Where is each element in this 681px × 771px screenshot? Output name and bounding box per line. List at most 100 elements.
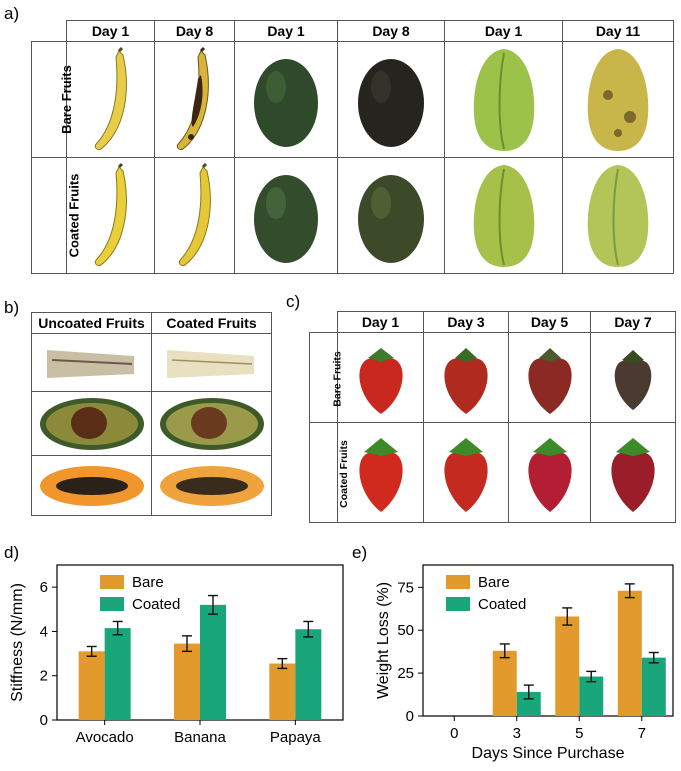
row-label: Bare Fruits xyxy=(331,350,344,407)
legend-swatch xyxy=(446,575,470,589)
row-label-cell: Bare Fruits xyxy=(31,41,74,158)
avocado-cut-coated xyxy=(151,391,272,456)
row-label-cell: Bare Fruits xyxy=(309,332,344,423)
legend-label: Bare xyxy=(132,574,164,591)
bar-coated xyxy=(295,629,322,720)
x-tick-label: 5 xyxy=(575,725,583,742)
error-bar xyxy=(208,594,218,615)
y-tick-label: 0 xyxy=(406,708,414,725)
y-tick-label: 50 xyxy=(397,622,414,639)
bar-coated xyxy=(104,628,131,720)
x-axis-label: Days Since Purchase xyxy=(472,745,625,762)
strawberry-coated-day7 xyxy=(590,422,676,523)
papaya-bare-day11 xyxy=(562,41,674,158)
col-header: Day 8 xyxy=(337,20,445,42)
strawberry-bare-day1 xyxy=(337,332,424,423)
bar-bare xyxy=(78,651,105,720)
banana-cut-coated xyxy=(151,333,272,392)
legend-label: Coated xyxy=(478,596,526,613)
stiffness-chart: 0 2 4 6 Stiffness (N/mm) Avocado Banana Papaya B… xyxy=(9,564,344,746)
error-bar xyxy=(523,684,534,700)
y-tick-label: 4 xyxy=(40,623,48,640)
error-bar xyxy=(303,620,314,638)
banana-bare-day8 xyxy=(154,41,235,158)
legend-swatch xyxy=(446,597,470,611)
bar-bare xyxy=(174,643,200,720)
y-tick-label: 75 xyxy=(397,579,414,596)
y-tick-label: 0 xyxy=(40,712,48,729)
bar-coated xyxy=(641,657,666,716)
strawberry-bare-day3 xyxy=(423,332,509,423)
strawberry-coated-day5 xyxy=(508,422,591,523)
y-axis-label: Weight Loss (%) xyxy=(375,582,392,699)
x-tick-label: Banana xyxy=(174,729,226,746)
error-bar xyxy=(624,583,635,599)
error-bar xyxy=(277,657,288,670)
row-label: Coated Fruits xyxy=(66,173,82,257)
bar-coated xyxy=(200,604,226,720)
avocado-bare-day1 xyxy=(234,41,338,158)
col-header: Day 8 xyxy=(154,20,235,42)
error-bar xyxy=(499,643,510,659)
col-header: Day 5 xyxy=(508,311,591,333)
x-tick-label: Avocado xyxy=(76,729,134,746)
papaya-cut-uncoated xyxy=(31,455,152,516)
error-bar xyxy=(86,645,97,657)
strawberry-bare-day7 xyxy=(590,332,676,423)
col-header: Day 7 xyxy=(590,311,676,333)
row-label-cell: Coated Fruits xyxy=(31,157,81,274)
col-header: Day 3 xyxy=(423,311,509,333)
legend-swatch xyxy=(100,575,124,589)
y-tick-label: 6 xyxy=(40,579,48,596)
panel-a-label: a) xyxy=(4,4,20,23)
x-tick-label: Papaya xyxy=(270,729,322,746)
y-axis-label: Stiffness (N/mm) xyxy=(9,583,26,702)
error-bar xyxy=(112,620,123,636)
y-tick-label: 2 xyxy=(40,668,48,685)
row-label: Coated Fruits xyxy=(337,439,350,508)
col-header: Uncoated Fruits xyxy=(31,312,152,334)
error-bar xyxy=(182,635,192,653)
bar-bare xyxy=(269,663,296,720)
panel-b-label: b) xyxy=(4,298,20,317)
papaya-coated-day11 xyxy=(562,157,674,274)
legend-label: Bare xyxy=(478,574,510,591)
plot-frame xyxy=(422,564,674,717)
banana-cut-uncoated xyxy=(31,333,152,392)
x-tick-label: 0 xyxy=(450,725,458,742)
corner-cell xyxy=(310,312,338,333)
avocado-bare-day8 xyxy=(337,41,445,158)
avocado-coated-day1 xyxy=(234,157,338,274)
panel-c-grid: Day 1 Day 3 Day 5 Day 7 Bare Fruits Coat… xyxy=(309,311,676,523)
error-bar xyxy=(562,607,573,626)
avocado-coated-day8 xyxy=(337,157,445,274)
panel-b-grid: Uncoated Fruits Coated Fruits xyxy=(31,312,272,516)
avocado-cut-uncoated xyxy=(31,391,152,456)
bar-bare xyxy=(492,650,517,716)
col-header: Day 1 xyxy=(234,20,338,42)
panel-c-label: c) xyxy=(286,292,301,311)
papaya-bare-day1 xyxy=(444,41,563,158)
row-label: Bare Fruits xyxy=(58,64,74,134)
bar-bare xyxy=(617,590,642,716)
banana-coated-day8 xyxy=(154,157,235,274)
x-tick-label: 7 xyxy=(638,725,646,742)
col-header: Day 1 xyxy=(444,20,563,42)
bar-bare xyxy=(555,616,580,716)
col-header: Day 1 xyxy=(66,20,155,42)
papaya-cut-coated xyxy=(151,455,272,516)
bar-coated xyxy=(579,676,604,716)
banana-bare-day1 xyxy=(66,41,155,158)
error-bar xyxy=(586,670,597,683)
strawberry-bare-day5 xyxy=(508,332,591,423)
col-header: Day 1 xyxy=(337,311,424,333)
panel-d-label: d) xyxy=(4,543,20,562)
panel-a-grid: Day 1 Day 8 Day 1 Day 8 Day 1 Day 11 Bar… xyxy=(31,20,674,274)
col-header: Day 11 xyxy=(562,20,674,42)
strawberry-coated-day3 xyxy=(423,422,509,523)
x-tick-label: 3 xyxy=(513,725,521,742)
strawberry-coated-day1 xyxy=(337,422,424,523)
panel-e-label: e) xyxy=(352,543,368,562)
corner-cell xyxy=(32,21,67,42)
col-header: Coated Fruits xyxy=(151,312,272,334)
